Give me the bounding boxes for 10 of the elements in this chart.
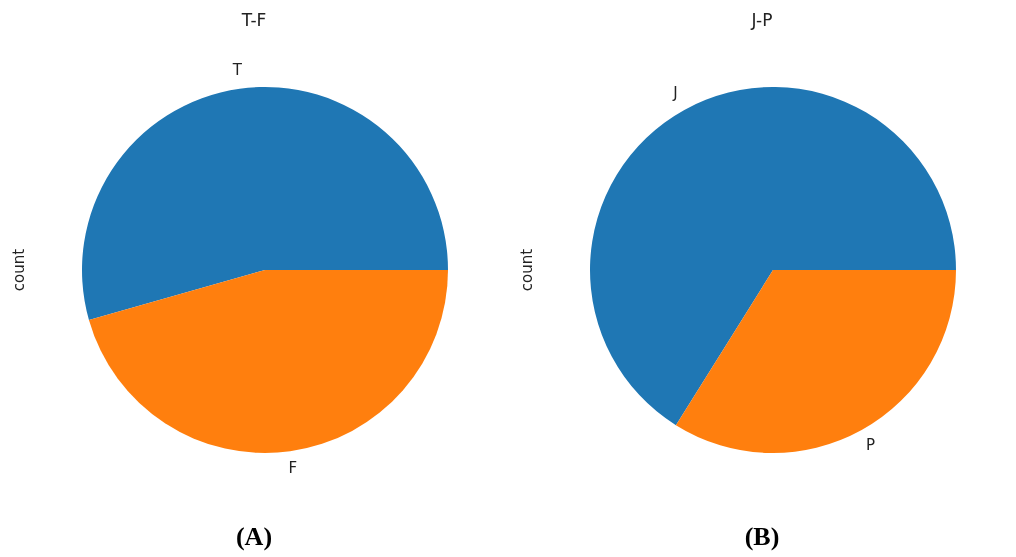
slice-label: T [231, 60, 243, 79]
slice-label: F [288, 459, 298, 478]
slice-label: J [672, 83, 678, 102]
chart-title: J-P [749, 10, 774, 30]
text: (A) [234, 522, 274, 552]
slice-label: P [866, 435, 876, 454]
text: (B) [743, 522, 781, 552]
text: count [10, 248, 29, 292]
text: count [518, 248, 537, 292]
chart-title: T-F [240, 10, 268, 30]
